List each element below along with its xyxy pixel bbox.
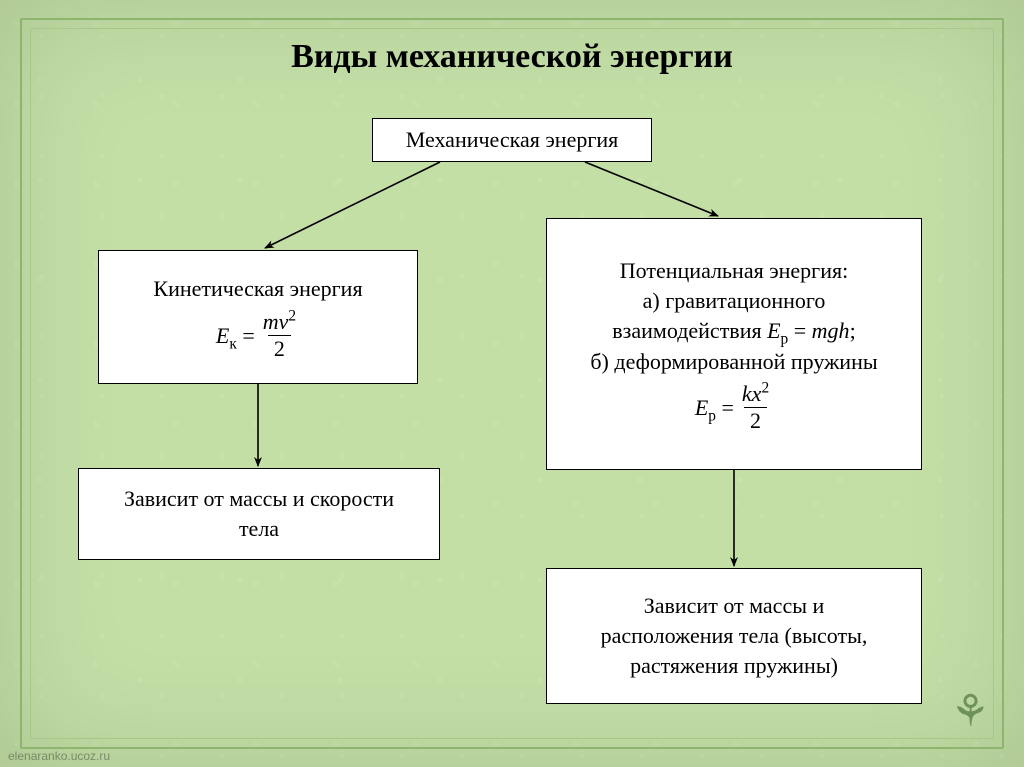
potential-formula: Ep = kx2 2 <box>695 383 773 432</box>
kinetic-formula: Eк = mv2 2 <box>216 311 300 360</box>
line-1: Зависит от массы и скорости <box>124 484 394 514</box>
line-3: растяжения пружины) <box>630 651 838 681</box>
line-2: расположения тела (высоты, <box>601 621 868 651</box>
box-potential-depends: Зависит от массы и расположения тела (вы… <box>546 568 922 704</box>
watermark-text: elenaranko.ucoz.ru <box>8 749 110 763</box>
potential-line-2: а) гравитационного <box>643 286 826 316</box>
potential-line-1: Потенциальная энергия: <box>620 256 848 286</box>
line-1: Зависит от массы и <box>644 591 825 621</box>
corner-flourish-icon: ⚘ <box>951 686 990 737</box>
slide-title: Виды механической энергии <box>0 38 1024 76</box>
line-2: тела <box>239 514 279 544</box>
potential-line-b: б) деформированной пружины <box>590 347 877 377</box>
box-kinetic-depends: Зависит от массы и скорости тела <box>78 468 440 560</box>
box-mechanical-energy: Механическая энергия <box>372 118 652 162</box>
box-potential-energy: Потенциальная энергия: а) гравитационног… <box>546 218 922 470</box>
potential-interaction-line: взаимодействия Ep = mgh; <box>612 316 855 346</box>
box-kinetic-energy: Кинетическая энергия Eк = mv2 2 <box>98 250 418 384</box>
box-label: Кинетическая энергия <box>153 274 362 304</box>
box-label: Механическая энергия <box>406 125 619 155</box>
